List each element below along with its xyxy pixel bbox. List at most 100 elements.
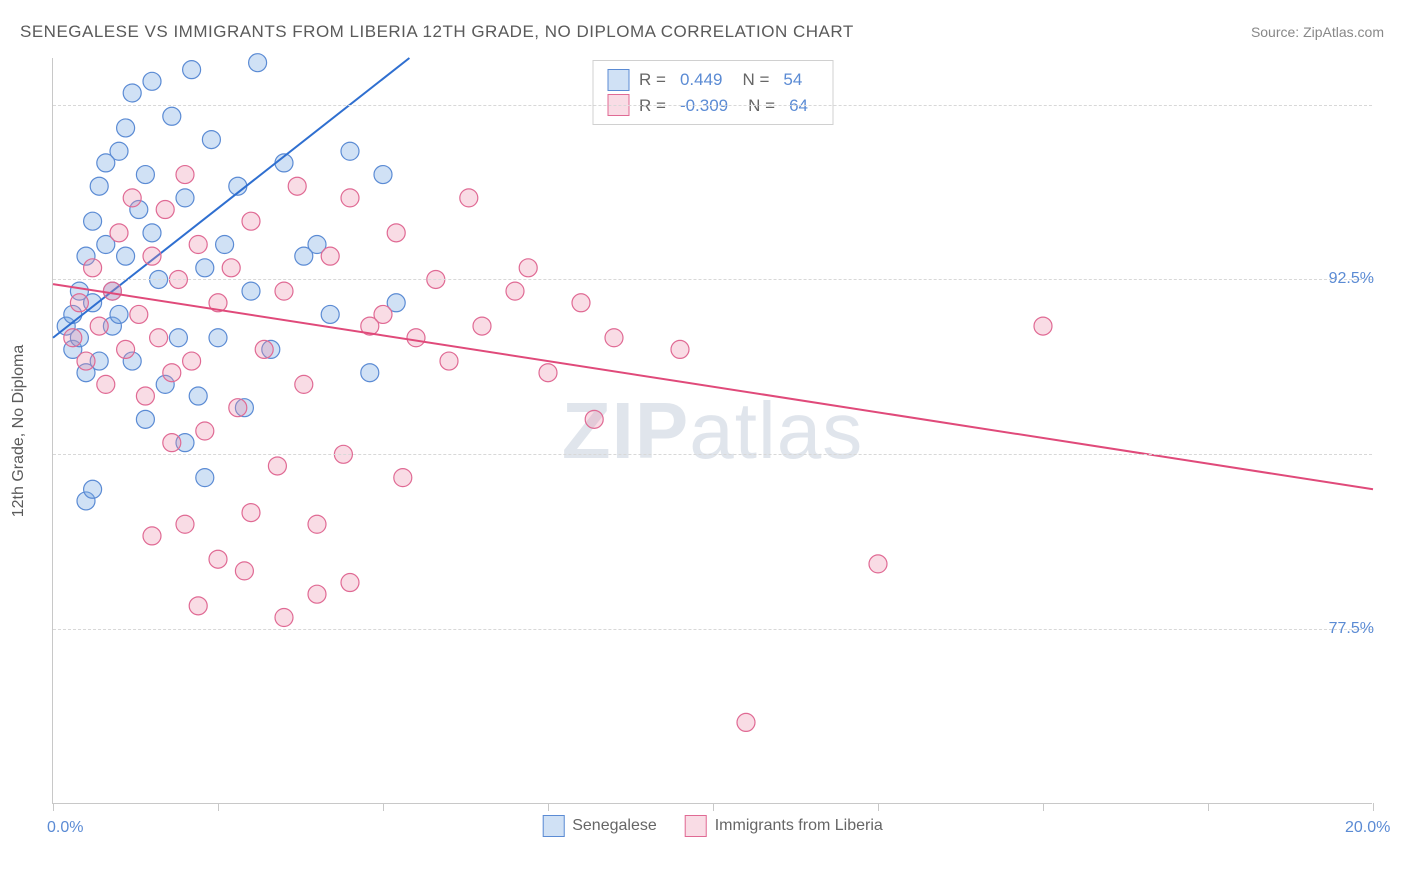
x-tick (878, 803, 879, 811)
data-point (176, 515, 194, 533)
data-point (605, 329, 623, 347)
data-point (189, 597, 207, 615)
data-point (183, 352, 201, 370)
chart-title: SENEGALESE VS IMMIGRANTS FROM LIBERIA 12… (20, 22, 854, 42)
data-point (189, 387, 207, 405)
data-point (242, 212, 260, 230)
data-point (737, 713, 755, 731)
x-tick (713, 803, 714, 811)
data-point (440, 352, 458, 370)
data-point (473, 317, 491, 335)
legend-bottom-swatch-0 (542, 815, 564, 837)
data-point (143, 224, 161, 242)
legend-bottom-swatch-1 (685, 815, 707, 837)
n-value-0: 54 (783, 67, 802, 93)
data-point (143, 247, 161, 265)
y-tick-label: 77.5% (1329, 620, 1374, 638)
data-point (143, 527, 161, 545)
data-point (163, 364, 181, 382)
data-point (84, 212, 102, 230)
x-tick (1043, 803, 1044, 811)
data-point (572, 294, 590, 312)
data-point (671, 340, 689, 358)
data-point (90, 177, 108, 195)
legend-label-1: Immigrants from Liberia (715, 817, 883, 835)
x-tick-label: 0.0% (47, 819, 83, 837)
data-point (460, 189, 478, 207)
data-point (117, 247, 135, 265)
data-point (506, 282, 524, 300)
data-point (189, 236, 207, 254)
data-point (130, 305, 148, 323)
r-value-0: 0.449 (680, 67, 723, 93)
data-point (341, 142, 359, 160)
data-point (387, 224, 405, 242)
data-point (235, 562, 253, 580)
data-point (242, 282, 260, 300)
data-point (110, 142, 128, 160)
data-point (117, 119, 135, 137)
y-axis-title: 12th Grade, No Diploma (10, 344, 28, 517)
data-point (110, 305, 128, 323)
legend-label-0: Senegalese (572, 817, 657, 835)
gridline (53, 454, 1372, 455)
data-point (1034, 317, 1052, 335)
data-point (374, 305, 392, 323)
data-point (64, 329, 82, 347)
data-point (117, 340, 135, 358)
data-point (407, 329, 425, 347)
data-point (123, 84, 141, 102)
data-point (229, 399, 247, 417)
data-point (196, 469, 214, 487)
data-point (196, 422, 214, 440)
data-point (394, 469, 412, 487)
data-point (268, 457, 286, 475)
data-point (90, 317, 108, 335)
data-point (222, 259, 240, 277)
series-legend: Senegalese Immigrants from Liberia (542, 815, 883, 837)
data-point (209, 329, 227, 347)
data-point (209, 550, 227, 568)
scatter-plot-svg (53, 58, 1372, 803)
data-point (136, 166, 154, 184)
data-point (84, 480, 102, 498)
x-tick-label: 20.0% (1345, 819, 1390, 837)
legend-item-0: Senegalese (542, 815, 657, 837)
data-point (77, 352, 95, 370)
data-point (869, 555, 887, 573)
r-label: R = (639, 67, 666, 93)
data-point (70, 294, 88, 312)
data-point (539, 364, 557, 382)
x-tick (548, 803, 549, 811)
legend-row-0: R = 0.449 N = 54 (607, 67, 818, 93)
gridline (53, 105, 1372, 106)
data-point (169, 329, 187, 347)
data-point (308, 585, 326, 603)
data-point (308, 515, 326, 533)
x-tick (218, 803, 219, 811)
legend-item-1: Immigrants from Liberia (685, 815, 883, 837)
data-point (321, 247, 339, 265)
data-point (275, 282, 293, 300)
x-tick (53, 803, 54, 811)
data-point (249, 54, 267, 72)
data-point (288, 177, 306, 195)
gridline (53, 629, 1372, 630)
data-point (97, 375, 115, 393)
source-label: Source: ZipAtlas.com (1251, 24, 1384, 40)
data-point (361, 364, 379, 382)
data-point (275, 609, 293, 627)
data-point (136, 410, 154, 428)
trend-line (53, 284, 1373, 489)
data-point (196, 259, 214, 277)
data-point (110, 224, 128, 242)
x-tick (1208, 803, 1209, 811)
n-label: N = (742, 67, 769, 93)
data-point (519, 259, 537, 277)
data-point (123, 189, 141, 207)
data-point (156, 201, 174, 219)
data-point (163, 434, 181, 452)
data-point (255, 340, 273, 358)
legend-swatch-0 (607, 69, 629, 91)
correlation-legend: R = 0.449 N = 54 R = -0.309 N = 64 (592, 60, 833, 125)
